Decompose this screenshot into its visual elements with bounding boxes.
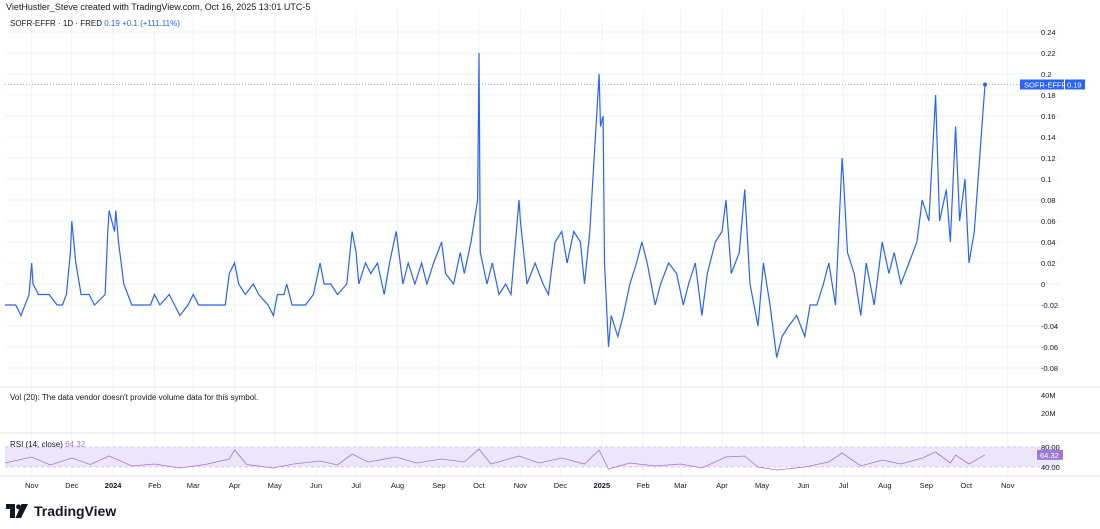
price-label-name-badge xyxy=(1020,79,1064,90)
time-tick-label: 2024 xyxy=(105,481,123,490)
price-label-name: SOFR-EFFR xyxy=(1024,81,1067,90)
time-tick-label: Sep xyxy=(432,481,445,490)
price-tick-label: -0.08 xyxy=(1041,364,1058,373)
time-tick-label: Nov xyxy=(25,481,39,490)
rsi-tick-label: 40.00 xyxy=(1041,463,1060,472)
tradingview-brand[interactable]: TradingView xyxy=(6,503,116,519)
time-tick-label: May xyxy=(268,481,282,490)
time-tick-label: 2025 xyxy=(593,481,610,490)
time-tick-label: Dec xyxy=(65,481,79,490)
time-tick-label: Feb xyxy=(637,481,650,490)
price-tick-label: 0.02 xyxy=(1041,259,1056,268)
time-tick-label: Oct xyxy=(473,481,486,490)
price-axis-label: SOFR-EFFR 0.19 xyxy=(1020,79,1085,90)
price-tick-label: 0.1 xyxy=(1041,175,1051,184)
time-axis[interactable]: Nov Dec 2024 Feb Mar Apr May Jun Jul Aug Sep Oct Nov… xyxy=(25,481,1015,490)
price-tick-label: 0.12 xyxy=(1041,154,1056,163)
rsi-value: 64.32 xyxy=(65,440,86,449)
time-tick-label: Nov xyxy=(1001,481,1015,490)
last-price-marker xyxy=(983,82,987,87)
volume-legend: Vol (20): The data vendor doesn't provid… xyxy=(10,393,259,402)
price-label-value-badge xyxy=(1065,79,1085,90)
price-tick-label: 0.14 xyxy=(1041,133,1056,142)
volume-tick-label: 20M xyxy=(1041,409,1056,418)
price-tick-label: 0.04 xyxy=(1041,238,1056,247)
time-tick-label: Aug xyxy=(878,481,891,490)
rsi-axis: 80.00 40.00 xyxy=(1041,443,1060,472)
time-tick-label: Jun xyxy=(310,481,322,490)
time-tick-label: Mar xyxy=(674,481,687,490)
time-tick-label: Dec xyxy=(554,481,568,490)
time-tick-label: Aug xyxy=(391,481,404,490)
price-tick-label: 0.08 xyxy=(1041,196,1056,205)
price-series-line xyxy=(5,52,986,358)
time-tick-label: Oct xyxy=(960,481,973,490)
brand-name: TradingView xyxy=(34,503,117,519)
tradingview-logo-icon xyxy=(6,504,28,518)
time-tick-label: Feb xyxy=(148,481,161,490)
time-tick-label: Jun xyxy=(797,481,809,490)
rsi-axis-label: 64.32 xyxy=(1037,449,1063,460)
change-value: +0.1 (+111.11%) xyxy=(122,19,180,28)
volume-tick-label: 40M xyxy=(1041,391,1056,400)
symbol-name: SOFR-EFFR · 1D · FRED xyxy=(10,19,102,28)
price-tick-label: 0.22 xyxy=(1041,49,1056,58)
price-tick-label: -0.02 xyxy=(1041,301,1058,310)
price-tick-label: 0.16 xyxy=(1041,112,1056,121)
price-tick-label: 0.18 xyxy=(1041,91,1056,100)
price-tick-label: -0.06 xyxy=(1041,343,1058,352)
time-tick-label: Mar xyxy=(187,481,200,490)
time-tick-label: Apr xyxy=(229,481,241,490)
rsi-value-label: 64.32 xyxy=(1040,451,1059,460)
price-label-value: 0.19 xyxy=(1067,81,1082,90)
price-tick-label: -0.04 xyxy=(1041,322,1058,331)
time-tick-label: Apr xyxy=(716,481,728,490)
time-tick-label: Nov xyxy=(514,481,528,490)
rsi-legend[interactable]: RSI (14, close) 64.32 xyxy=(10,440,85,449)
time-tick-label: Sep xyxy=(920,481,933,490)
price-axis[interactable]: 0.24 0.22 0.2 0.18 0.16 0.14 0.12 0.1 0.08 0.06 0.… xyxy=(1041,28,1058,373)
time-tick-label: Jul xyxy=(351,481,361,490)
price-tick-label: 0.06 xyxy=(1041,217,1056,226)
time-tick-label: Jul xyxy=(839,481,849,490)
symbol-legend[interactable]: SOFR-EFFR · 1D · FRED 0.19 +0.1 (+111.11… xyxy=(10,19,180,28)
price-tick-label: 0.2 xyxy=(1041,70,1051,79)
price-grid xyxy=(5,31,1060,369)
time-tick-label: May xyxy=(755,481,769,490)
rsi-tick-label: 80.00 xyxy=(1041,443,1060,452)
rsi-band xyxy=(5,447,1060,467)
price-tick-label: 0 xyxy=(1041,280,1045,289)
rsi-series-line xyxy=(4,448,986,471)
price-tick-label: 0.24 xyxy=(1041,28,1056,37)
rsi-value-badge xyxy=(1037,449,1063,460)
volume-axis: 40M 20M xyxy=(1041,391,1056,418)
chart-credit: VietHustler_Steve created with TradingVi… xyxy=(6,2,311,12)
rsi-label: RSI (14, close) xyxy=(10,440,63,449)
time-grid xyxy=(31,10,1009,476)
last-value: 0.19 xyxy=(104,19,120,28)
